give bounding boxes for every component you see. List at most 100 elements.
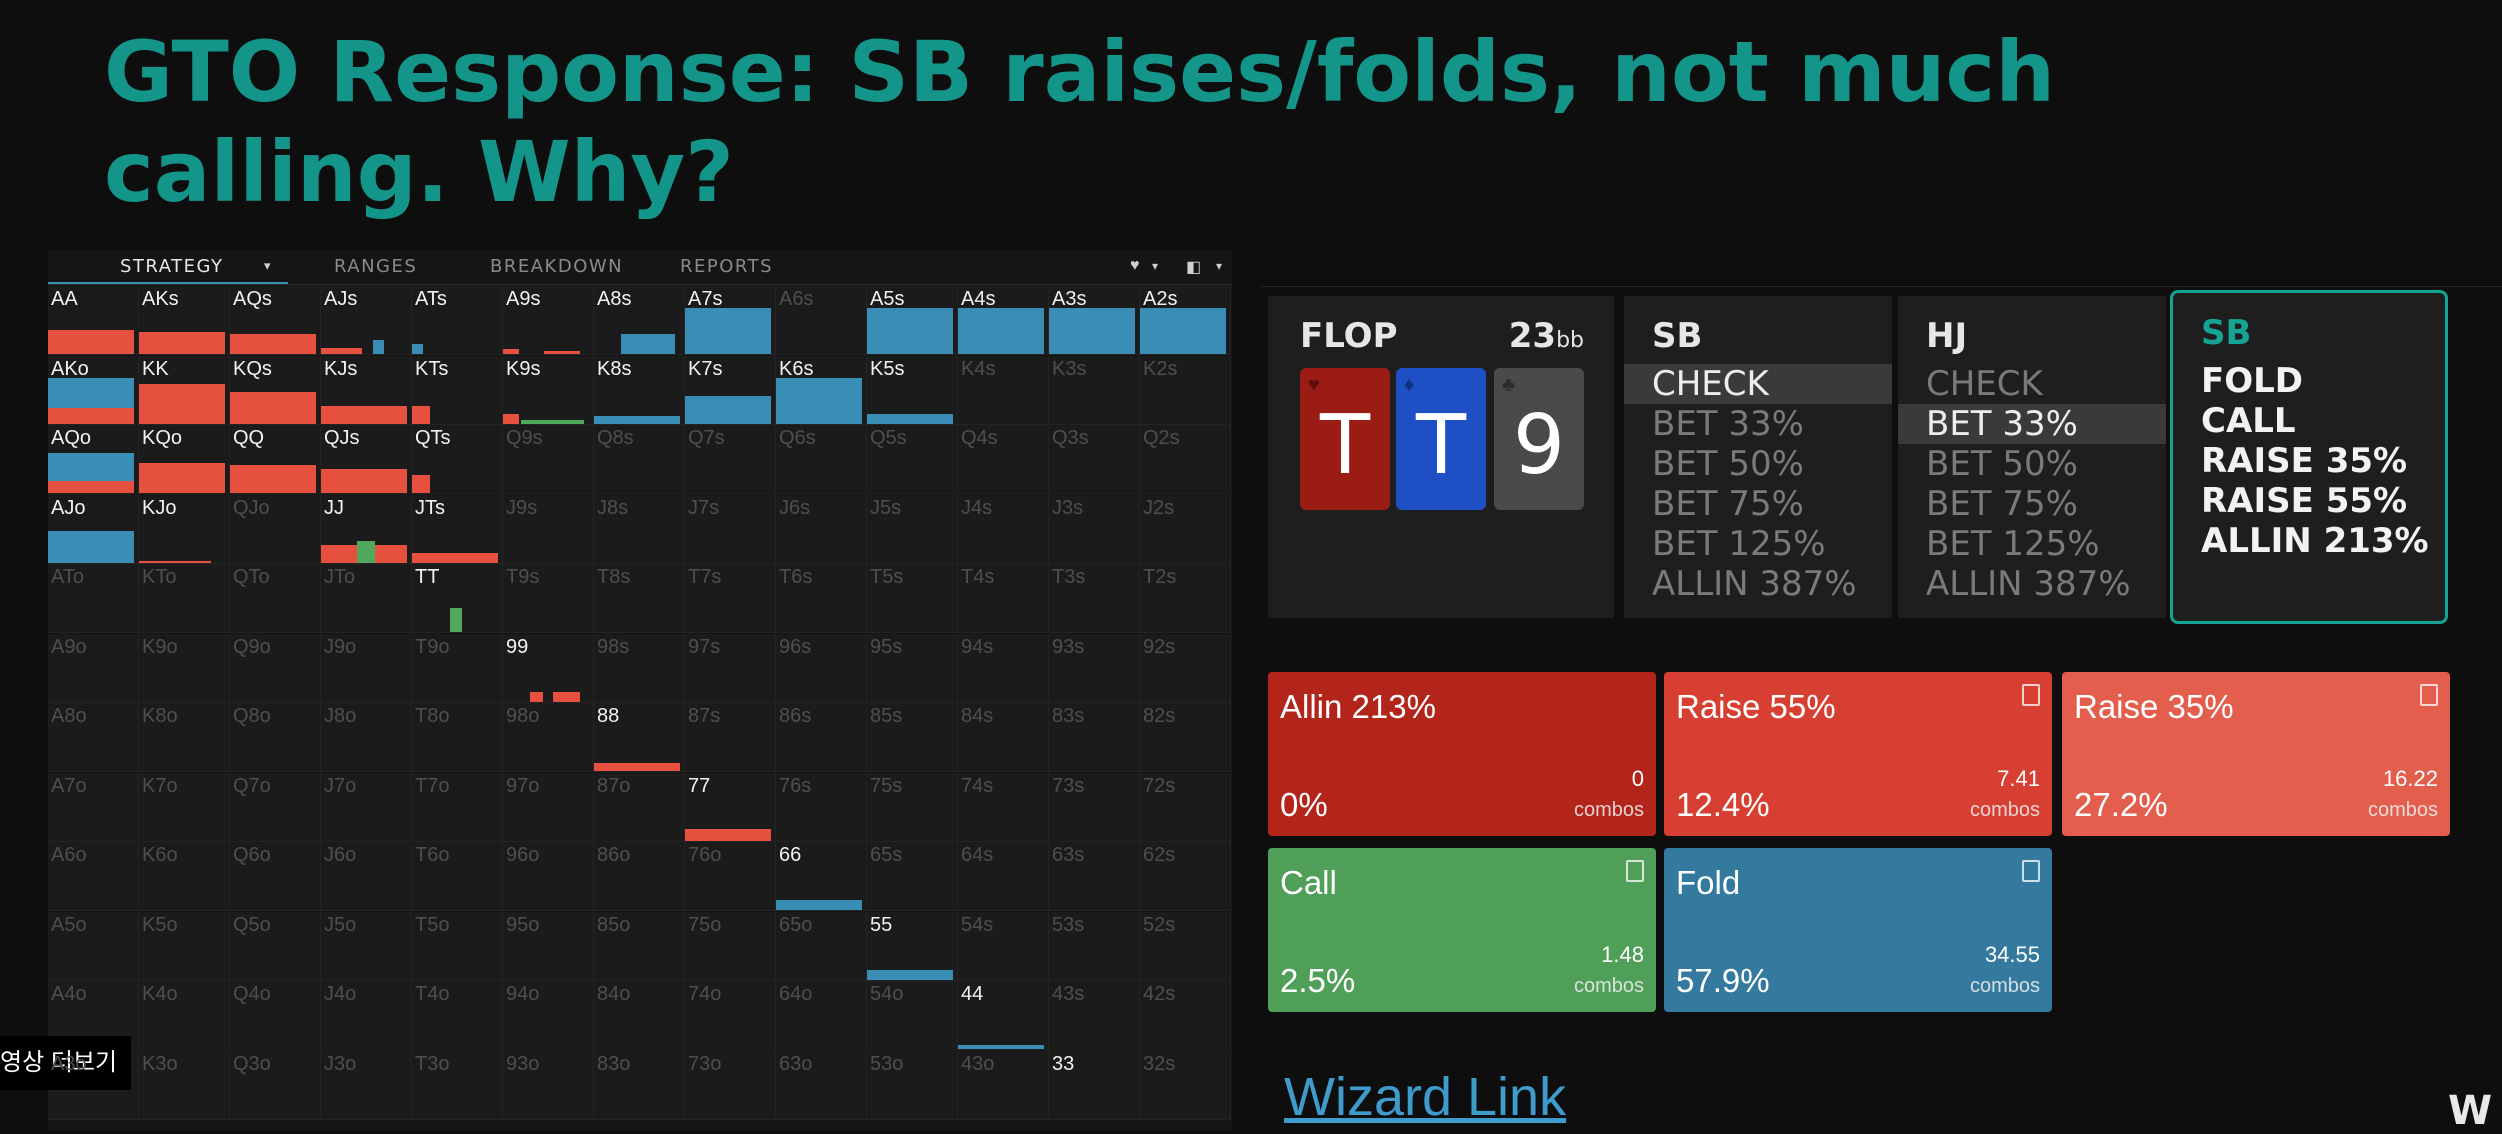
hand-cell[interactable]: A6o xyxy=(48,842,139,911)
hand-cell[interactable]: K4s xyxy=(958,355,1049,425)
hand-cell[interactable]: Q5o xyxy=(230,911,321,981)
hand-cell[interactable]: A7s xyxy=(685,286,776,355)
hand-cell[interactable]: A8s xyxy=(594,286,685,355)
hand-cell[interactable]: Q4s xyxy=(958,425,1049,494)
hand-cell[interactable]: 85s xyxy=(867,703,958,772)
hand-cell[interactable]: 94o xyxy=(503,981,594,1050)
hand-cell[interactable]: 65s xyxy=(867,842,958,911)
result-tile[interactable]: Allin 213% 0% 0 combos xyxy=(1268,672,1656,836)
hand-cell[interactable]: A4s xyxy=(958,286,1049,355)
hand-cell[interactable]: 83s xyxy=(1049,703,1140,772)
more-video-button[interactable]: 영상 더보기 xyxy=(0,1036,132,1090)
hand-cell[interactable]: T8o xyxy=(412,703,503,772)
hand-cell[interactable]: 54s xyxy=(958,911,1049,981)
hand-cell[interactable]: 87o xyxy=(594,772,685,842)
hand-cell[interactable]: Q3s xyxy=(1049,425,1140,494)
hand-cell[interactable]: T2s xyxy=(1140,564,1231,633)
hand-cell[interactable]: J9s xyxy=(503,494,594,564)
hand-cell[interactable]: K7o xyxy=(139,772,230,842)
hand-cell[interactable]: K6s xyxy=(776,355,867,425)
hand-cell[interactable]: 93o xyxy=(503,1050,594,1120)
hand-cell[interactable]: 52s xyxy=(1140,911,1231,981)
hand-cell[interactable]: 53o xyxy=(867,1050,958,1120)
hand-cell[interactable]: T9s xyxy=(503,564,594,633)
hand-cell[interactable]: 76s xyxy=(776,772,867,842)
hand-cell[interactable]: KQo xyxy=(139,425,230,494)
hand-cell[interactable]: 55 xyxy=(867,911,958,981)
hand-cell[interactable]: K9o xyxy=(139,633,230,703)
hand-cell[interactable]: K4o xyxy=(139,981,230,1050)
hand-cell[interactable]: QTo xyxy=(230,564,321,633)
hand-cell[interactable]: Q3o xyxy=(230,1050,321,1120)
hand-cell[interactable]: T4s xyxy=(958,564,1049,633)
result-tile[interactable]: Call 2.5% 1.48 combos xyxy=(1268,848,1656,1012)
hand-cell[interactable]: 63o xyxy=(776,1050,867,1120)
hand-cell[interactable]: KTo xyxy=(139,564,230,633)
hand-cell[interactable]: A3s xyxy=(1049,286,1140,355)
hand-cell[interactable]: AQs xyxy=(230,286,321,355)
hand-cell[interactable]: 53s xyxy=(1049,911,1140,981)
hand-cell[interactable]: 66 xyxy=(776,842,867,911)
hand-cell[interactable]: 33 xyxy=(1049,1050,1140,1120)
hand-cell[interactable]: 83o xyxy=(594,1050,685,1120)
chevron-down-icon[interactable]: ▾ xyxy=(264,258,271,273)
hand-cell[interactable]: A9s xyxy=(503,286,594,355)
hand-cell[interactable]: K2s xyxy=(1140,355,1231,425)
heart-icon[interactable]: ♥ xyxy=(1130,257,1140,274)
hand-cell[interactable]: KK xyxy=(139,355,230,425)
hand-cell[interactable]: T5o xyxy=(412,911,503,981)
hand-cell[interactable]: Q8o xyxy=(230,703,321,772)
hand-cell[interactable]: KTs xyxy=(412,355,503,425)
action-option[interactable]: CALL xyxy=(2201,401,2296,441)
action-option[interactable]: BET 125% xyxy=(1652,524,1826,564)
tab-breakdown[interactable]: BREAKDOWN xyxy=(490,256,624,277)
hand-cell[interactable]: Q7o xyxy=(230,772,321,842)
chevron-down-icon[interactable]: ▾ xyxy=(1152,259,1159,273)
hand-cell[interactable]: QQ xyxy=(230,425,321,494)
action-option[interactable]: CHECK xyxy=(1624,364,1892,404)
hand-cell[interactable]: K7s xyxy=(685,355,776,425)
hand-cell[interactable]: J4s xyxy=(958,494,1049,564)
hand-cell[interactable]: AJs xyxy=(321,286,412,355)
hand-cell[interactable]: K6o xyxy=(139,842,230,911)
hand-cell[interactable]: 84o xyxy=(594,981,685,1050)
hand-cell[interactable]: KJs xyxy=(321,355,412,425)
hand-cell[interactable]: 84s xyxy=(958,703,1049,772)
hand-cell[interactable]: AKs xyxy=(139,286,230,355)
tab-reports[interactable]: REPORTS xyxy=(680,256,774,277)
hand-cell[interactable]: Q5s xyxy=(867,425,958,494)
hand-cell[interactable]: K3o xyxy=(139,1050,230,1120)
hand-cell[interactable]: AA xyxy=(48,286,139,355)
hand-cell[interactable]: 94s xyxy=(958,633,1049,703)
hand-cell[interactable]: 43o xyxy=(958,1050,1049,1120)
action-option[interactable]: BET 33% xyxy=(1652,404,1804,444)
hand-cell[interactable]: K5o xyxy=(139,911,230,981)
report-icon[interactable] xyxy=(2420,684,2438,706)
hand-cell[interactable]: J7o xyxy=(321,772,412,842)
hand-cell[interactable]: 98o xyxy=(503,703,594,772)
hand-cell[interactable]: A6s xyxy=(776,286,867,355)
hand-cell[interactable]: J2s xyxy=(1140,494,1231,564)
hand-cell[interactable]: 54o xyxy=(867,981,958,1050)
hand-cell[interactable]: QJs xyxy=(321,425,412,494)
hand-cell[interactable]: KJo xyxy=(139,494,230,564)
hand-cell[interactable]: T6o xyxy=(412,842,503,911)
hand-cell[interactable]: 64o xyxy=(776,981,867,1050)
hand-cell[interactable]: Q2s xyxy=(1140,425,1231,494)
hand-cell[interactable]: Q6o xyxy=(230,842,321,911)
result-tile[interactable]: Fold 57.9% 34.55 combos xyxy=(1664,848,2052,1012)
hand-cell[interactable]: KQs xyxy=(230,355,321,425)
hand-cell[interactable]: A5o xyxy=(48,911,139,981)
action-option[interactable]: BET 75% xyxy=(1652,484,1804,524)
hand-cell[interactable]: 74o xyxy=(685,981,776,1050)
hand-cell[interactable]: Q7s xyxy=(685,425,776,494)
layout-icon[interactable]: ◧ xyxy=(1186,259,1202,276)
hand-cell[interactable]: 82s xyxy=(1140,703,1231,772)
hand-cell[interactable]: Q9o xyxy=(230,633,321,703)
hand-cell[interactable]: QJo xyxy=(230,494,321,564)
hand-cell[interactable]: 65o xyxy=(776,911,867,981)
hand-cell[interactable]: A8o xyxy=(48,703,139,772)
hand-cell[interactable]: 96o xyxy=(503,842,594,911)
hand-cell[interactable]: 98s xyxy=(594,633,685,703)
hand-cell[interactable]: 93s xyxy=(1049,633,1140,703)
